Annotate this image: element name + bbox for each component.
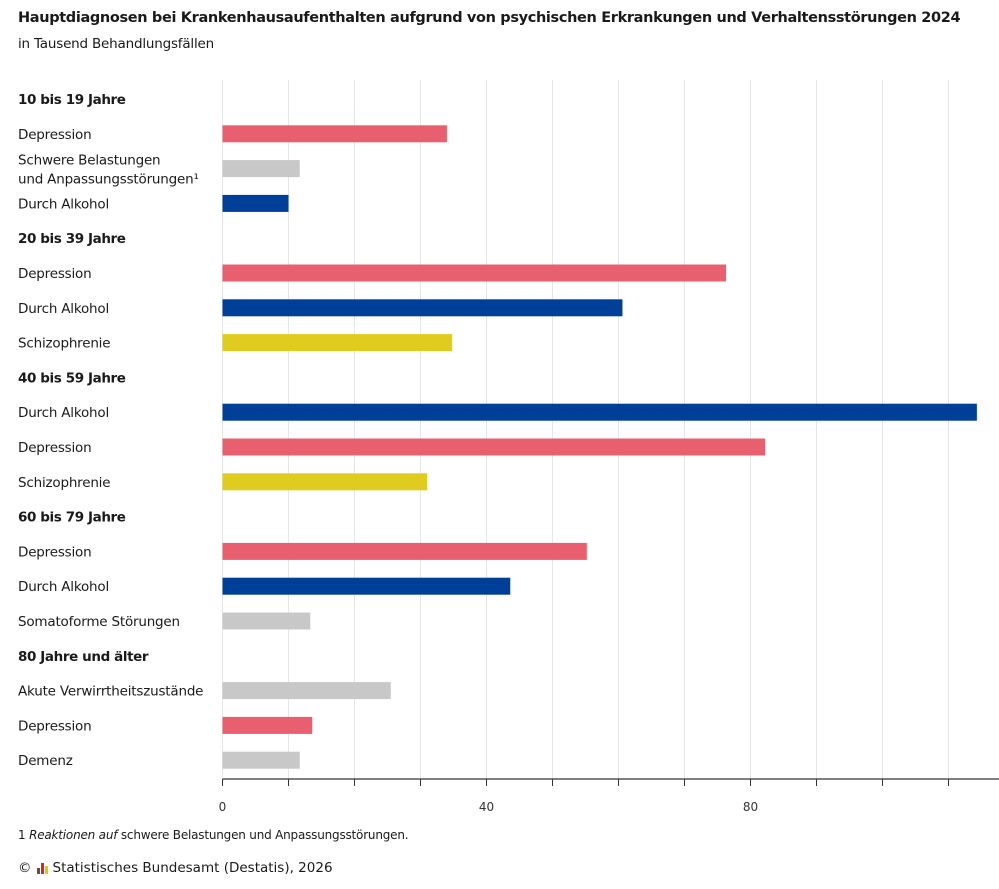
bar-label: Durch Alkohol bbox=[18, 579, 109, 595]
bar-label: Schwere Belastungen und Anpassungsstörung… bbox=[18, 153, 199, 188]
x-axis: 0 40 80 bbox=[219, 778, 999, 814]
bar-label: Depression bbox=[18, 544, 91, 560]
bar-label: Depression bbox=[18, 127, 91, 143]
bar-schizophrenie bbox=[222, 334, 453, 352]
bar-depression bbox=[222, 264, 727, 282]
bar-depression bbox=[222, 438, 766, 456]
bar-schizophrenie bbox=[222, 473, 428, 491]
bar-label: Demenz bbox=[18, 753, 73, 769]
bar-label: Depression bbox=[18, 440, 91, 456]
group-label: 60 bis 79 Jahre bbox=[18, 510, 126, 526]
bar-label: Durch Alkohol bbox=[18, 196, 109, 212]
bar-alkohol bbox=[222, 403, 977, 421]
bar-other bbox=[222, 751, 300, 769]
bar-label: Depression bbox=[18, 718, 91, 734]
bar-label: Somatoforme Störungen bbox=[18, 614, 180, 630]
group-label: 80 Jahre und älter bbox=[18, 649, 149, 665]
footnote: 1 Reaktionen auf schwere Belastungen und… bbox=[18, 828, 409, 842]
bar-depression bbox=[222, 125, 447, 143]
destatis-logo-icon bbox=[36, 862, 48, 874]
bar-depression bbox=[222, 716, 313, 734]
group-label: 10 bis 19 Jahre bbox=[18, 92, 126, 108]
bar-label-line: und Anpassungsstörungen¹ bbox=[18, 172, 199, 188]
bar-alkohol bbox=[222, 577, 511, 595]
x-tick-label: 40 bbox=[479, 800, 494, 814]
bar-label: Akute Verwirrtheitszustände bbox=[18, 684, 203, 700]
row-labels: 10 bis 19 Jahre Depression Schwere Belastu… bbox=[18, 92, 203, 769]
bar-other bbox=[222, 682, 391, 700]
bar-depression bbox=[222, 542, 587, 560]
bar-label: Durch Alkohol bbox=[18, 301, 109, 317]
bar-other bbox=[222, 612, 311, 630]
source-text: Statistisches Bundesamt (Destatis), 2026 bbox=[52, 860, 333, 876]
bar-label: Depression bbox=[18, 266, 91, 282]
group-label: 20 bis 39 Jahre bbox=[18, 231, 126, 247]
chart-title: Hauptdiagnosen bei Krankenhausaufenthalt… bbox=[18, 10, 961, 26]
chart-subtitle: in Tausend Behandlungsfällen bbox=[18, 36, 214, 52]
group-label: 40 bis 59 Jahre bbox=[18, 370, 126, 386]
bar-label: Schizophrenie bbox=[18, 336, 110, 352]
x-tick-label: 0 bbox=[219, 800, 227, 814]
bar-label: Durch Alkohol bbox=[18, 405, 109, 421]
bar-alkohol bbox=[222, 299, 623, 317]
x-tick-label: 80 bbox=[743, 800, 758, 814]
footnote-number: 1 bbox=[18, 828, 26, 842]
source-line: © Statistisches Bundesamt (Destatis), 20… bbox=[18, 860, 333, 876]
bar-other bbox=[222, 160, 300, 178]
bars bbox=[222, 125, 977, 769]
footnote-italic: Reaktionen auf bbox=[29, 828, 118, 842]
copyright-symbol: © bbox=[18, 860, 32, 876]
bar-alkohol bbox=[222, 194, 289, 212]
grid-lines bbox=[222, 80, 949, 779]
footnote-text: schwere Belastungen und Anpassungsstörun… bbox=[117, 828, 409, 842]
bar-label-line: Schwere Belastungen bbox=[18, 153, 160, 169]
bar-chart: 10 bis 19 Jahre Depression Schwere Belastu… bbox=[18, 80, 999, 814]
bar-label: Schizophrenie bbox=[18, 475, 110, 491]
